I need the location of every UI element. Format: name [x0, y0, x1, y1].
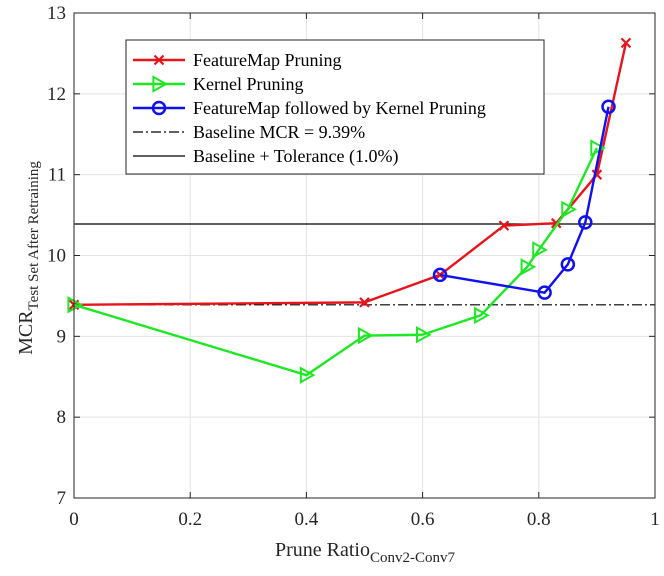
y-axis-label-sub: Test Set After Retraining — [26, 161, 42, 311]
series-2-point-0 — [432, 267, 448, 283]
series-1 — [67, 139, 606, 384]
series-1-point-3 — [416, 326, 432, 344]
y-tick-label-6: 13 — [47, 3, 66, 24]
series-2-point-4 — [601, 99, 616, 115]
series-1-point-7 — [561, 200, 577, 219]
x-axis-label-sub: Conv2-Conv7 — [370, 550, 456, 566]
y-axis-label: MCRTest Set After Retraining — [15, 161, 42, 355]
y-axis-label-main: MCR — [15, 310, 37, 355]
x-tick-label-2: 0.4 — [295, 509, 319, 530]
y-tick-label-5: 12 — [47, 84, 66, 105]
legend-marker-0 — [153, 54, 165, 66]
y-tick-label-4: 11 — [48, 165, 66, 186]
series-2 — [432, 99, 616, 300]
series-0-point-1 — [359, 297, 370, 308]
axes — [73, 12, 656, 499]
series-1-point-2 — [357, 326, 374, 345]
y-tick-label-1: 8 — [57, 407, 67, 428]
x-tick-label-4: 0.8 — [527, 509, 551, 530]
series-1-point-8 — [590, 139, 606, 157]
legend: FeatureMap Pruning Kernel Pruning FeatureM… — [125, 39, 545, 175]
legend-marker-1 — [152, 75, 169, 93]
legend-marker-2 — [151, 100, 167, 116]
series-line-1 — [73, 147, 598, 377]
legend-box — [125, 39, 545, 175]
x-tick-label-1: 0.2 — [178, 509, 202, 530]
series-2-point-3 — [578, 215, 593, 230]
x-tick-label-5: 1 — [650, 509, 660, 530]
series-1-point-1 — [299, 366, 316, 384]
x-tick-label-0: 0 — [69, 509, 79, 530]
series-2-point-2 — [560, 257, 576, 272]
x-axis-label-main: Prune Ratio — [275, 539, 370, 561]
x-axis-label: Prune RatioConv2-Conv7 — [275, 539, 456, 566]
legend-label-0: FeatureMap Pruning — [193, 50, 341, 70]
y-tick-label-0: 7 — [57, 488, 67, 509]
tick-labels: 0 0.2 0.4 0.6 0.8 1 7 8 9 10 11 12 13 — [47, 3, 660, 530]
series-0 — [68, 37, 632, 311]
series-line-2 — [439, 106, 610, 294]
y-tick-label-2: 9 — [57, 326, 67, 347]
legend-entries: FeatureMap Pruning Kernel Pruning FeatureM… — [133, 50, 486, 167]
x-tick-label-3: 0.6 — [411, 509, 435, 530]
y-tick-label-3: 10 — [47, 246, 66, 267]
series-0-point-6 — [620, 37, 632, 49]
series-2-point-1 — [537, 285, 552, 300]
series-group — [67, 37, 632, 384]
series-0-point-3 — [498, 220, 510, 231]
series-1-point-6 — [532, 241, 548, 259]
series-1-point-0 — [67, 296, 84, 314]
series-1-point-4 — [474, 306, 490, 325]
legend-label-1: Kernel Pruning — [193, 74, 303, 94]
legend-label-2: FeatureMap followed by Kernel Pruning — [193, 98, 486, 118]
series-1-point-5 — [520, 258, 537, 276]
legend-ref-label-0: Baseline MCR = 9.39% — [193, 122, 365, 142]
legend-ref-label-1: Baseline + Tolerance (1.0%) — [193, 146, 398, 167]
